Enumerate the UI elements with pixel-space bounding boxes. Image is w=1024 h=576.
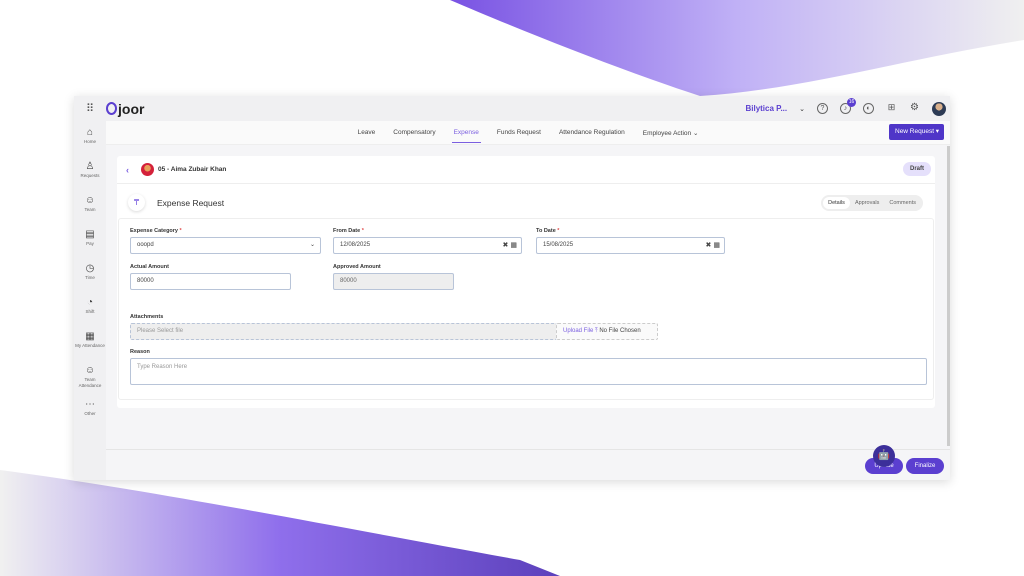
attachments-label: Attachments [130, 314, 164, 320]
finalize-button[interactable]: Finalize [906, 458, 944, 474]
home-icon: ⌂ [86, 127, 94, 138]
chatbot-icon[interactable]: 🤖 [873, 445, 895, 467]
calendar-icon[interactable]: ▦ [510, 242, 517, 249]
back-button[interactable]: ‹ [126, 164, 129, 175]
user-avatar[interactable] [932, 101, 946, 116]
tab-5[interactable]: Employee Action ⌄ [642, 129, 699, 137]
tab-1[interactable]: Compensatory [393, 129, 436, 136]
sidebar-item-label: Home [83, 139, 96, 144]
sidebar-item-other[interactable]: ⋯ Other [74, 399, 106, 427]
expense-icon: ₸ [128, 194, 145, 211]
sidebar-item-label: Time [85, 275, 95, 280]
scrollbar[interactable] [947, 146, 950, 446]
segment-details[interactable]: Details [823, 197, 850, 209]
from-date-input[interactable]: 12/08/2025 ✖ ▦ [333, 237, 522, 254]
sidebar-item-label: Shift [85, 309, 95, 314]
actual-amount-input[interactable]: 80000 [130, 273, 291, 290]
team-attendance-icon: ☺ [84, 365, 96, 376]
status-badge: Draft [902, 162, 931, 176]
sidebar-item-my-attendance[interactable]: ▦ My Attendance [74, 331, 106, 359]
expense-category-label: Expense Category [130, 228, 178, 234]
upload-file-button[interactable]: Upload File ⤒ [563, 328, 598, 334]
notification-badge: 16 [847, 98, 856, 107]
footer-bar [106, 449, 950, 480]
employee-name: 05 - Aima Zubair Khan [158, 166, 227, 173]
app-window: ⠿ joor Bilytica P... ⌄ ? ♪ 16 ◐ ⊞ ⚙ ⌂ Home ♙… [74, 96, 950, 480]
sidebar-item-label: Team [84, 207, 96, 212]
to-date-input[interactable]: 15/08/2025 ✖ ▦ [536, 237, 725, 254]
sidebar-item-label: Team Attendance [78, 377, 102, 388]
actual-amount-label: Actual Amount [130, 264, 169, 270]
expense-form: Expense Category * ooopd ⌄ From Date * 12… [118, 218, 934, 400]
app-grid-icon[interactable]: ⠿ [85, 103, 95, 115]
sidebar-item-pay[interactable]: ▤ Pay [74, 229, 106, 257]
clock-icon: ◷ [85, 263, 95, 274]
page-title: Expense Request [157, 197, 225, 208]
more-icon: ⋯ [85, 399, 95, 410]
employee-avatar [141, 163, 154, 176]
bell-icon[interactable]: ♪ 16 [840, 98, 856, 114]
team-icon: ☺ [84, 195, 96, 206]
expense-card: ‹ 05 - Aima Zubair Khan Draft ₸ Expense R… [117, 156, 935, 408]
new-request-button[interactable]: New Request ▾ [889, 124, 944, 140]
top-bar: ⠿ joor Bilytica P... ⌄ ? ♪ 16 ◐ ⊞ ⚙ [74, 96, 950, 121]
pay-icon: ▤ [85, 229, 95, 240]
approved-amount-label: Approved Amount [333, 264, 381, 270]
chevron-down-icon: ⌄ [309, 242, 315, 248]
sidebar-item-label: Pay [86, 241, 94, 246]
expense-category-select[interactable]: ooopd ⌄ [130, 237, 321, 254]
sidebar-item-shift[interactable]: ◔ Shift [74, 297, 106, 325]
help-icon[interactable]: ? [817, 103, 828, 114]
sidebar-item-team-attendance[interactable]: ☺ Team Attendance [74, 365, 106, 393]
clear-icon[interactable]: ✖ [705, 242, 712, 249]
apps-icon[interactable]: ⊞ [887, 102, 896, 112]
sidebar-item-label: Requests [80, 173, 100, 178]
requests-icon: ♙ [85, 161, 95, 172]
request-tabs: Leave Compensatory Expense Funds Request Att… [106, 121, 950, 145]
calendar-icon[interactable]: ▦ [713, 242, 720, 249]
org-selector[interactable]: Bilytica P... [745, 104, 788, 113]
sidebar-item-team[interactable]: ☺ Team [74, 195, 106, 223]
segment-comments[interactable]: Comments [889, 200, 916, 206]
clear-icon[interactable]: ✖ [502, 242, 509, 249]
tab-4[interactable]: Attendance Regulation [558, 129, 625, 136]
file-status: No File Chosen [599, 328, 641, 334]
tab-2[interactable]: Expense [451, 123, 481, 143]
approved-amount-input: 80000 [333, 273, 454, 290]
segment-approvals[interactable]: Approvals [854, 200, 880, 206]
reason-label: Reason [130, 349, 150, 355]
sidebar-item-label: My Attendance [75, 343, 105, 348]
theme-icon[interactable]: ◐ [863, 103, 874, 114]
shift-icon: ◔ [86, 297, 94, 308]
tab-0[interactable]: Leave [357, 129, 376, 136]
sidebar-item-requests[interactable]: ♙ Requests [74, 161, 106, 189]
calendar-icon: ▦ [85, 331, 95, 342]
logo[interactable]: joor [106, 101, 144, 117]
reason-textarea[interactable]: Type Reason Here [130, 358, 927, 385]
detail-segments: Details Approvals Comments [821, 195, 923, 211]
gear-icon[interactable]: ⚙ [910, 102, 919, 113]
sidebar-item-time[interactable]: ◷ Time [74, 263, 106, 291]
tab-3[interactable]: Funds Request [496, 129, 541, 136]
sidebar: ⌂ Home ♙ Requests ☺ Team ▤ Pay ◷ Time ◔ Shift ▦ My At… [74, 121, 106, 480]
sidebar-item-label: Other [84, 411, 96, 416]
attachment-input[interactable]: Please Select file [130, 323, 557, 340]
sidebar-item-home[interactable]: ⌂ Home [74, 127, 106, 155]
